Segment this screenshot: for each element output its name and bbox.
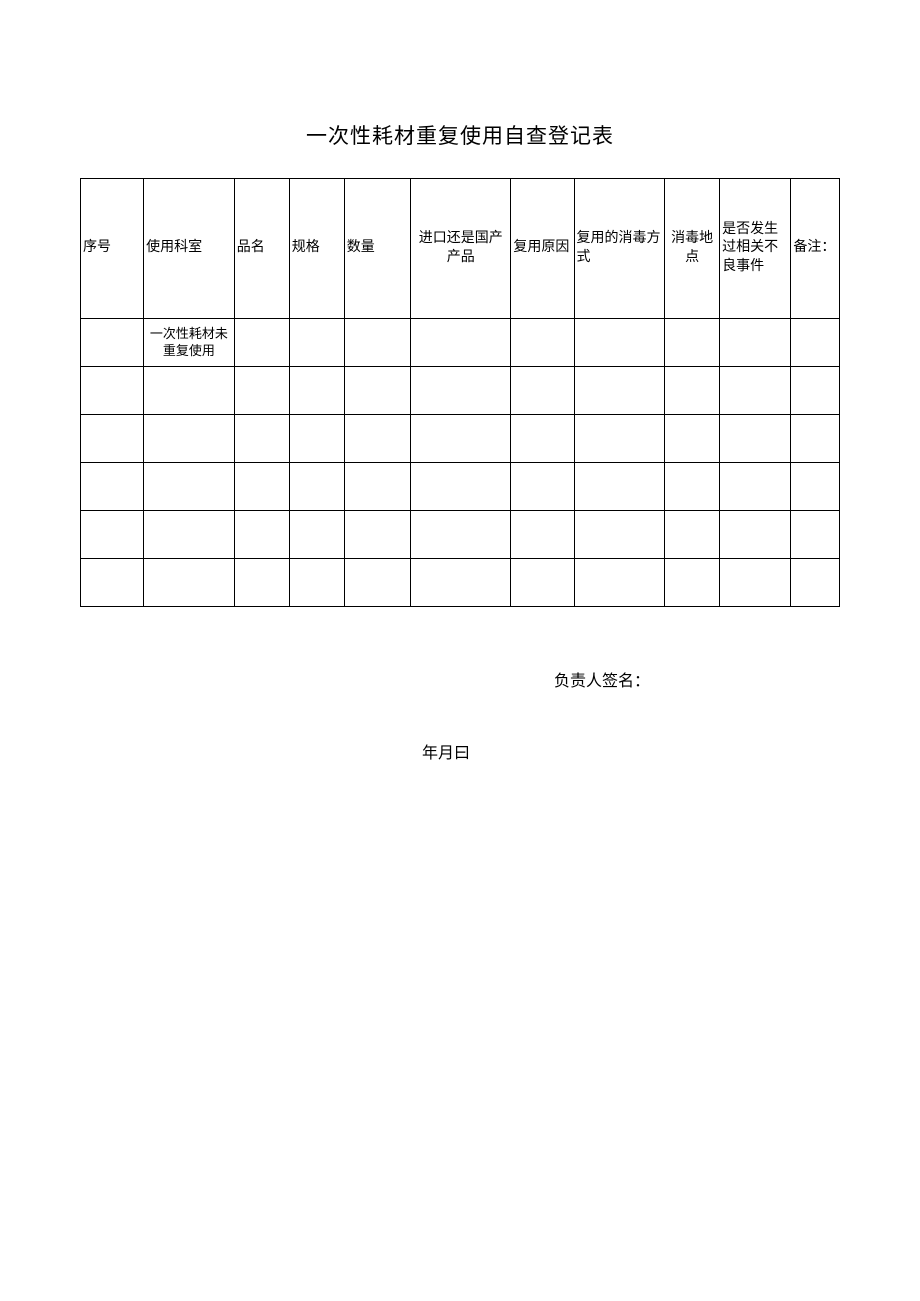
- date-label: 年月曰: [80, 739, 840, 763]
- cell: [574, 319, 665, 367]
- cell: [574, 415, 665, 463]
- cell: [344, 367, 410, 415]
- cell: [511, 511, 574, 559]
- col-header-qty: 数量: [344, 179, 410, 319]
- cell: [411, 559, 511, 607]
- cell: [791, 415, 840, 463]
- cell: [720, 463, 791, 511]
- cell: [411, 511, 511, 559]
- page: 一次性耗材重复使用自查登记表 序号 使用科室 品名 规格 数量 进口还是国产产品…: [0, 0, 920, 763]
- cell: [665, 367, 720, 415]
- cell: [574, 367, 665, 415]
- cell: [511, 415, 574, 463]
- cell: [511, 559, 574, 607]
- col-header-disinfect-place: 消毒地点: [665, 179, 720, 319]
- cell: [791, 463, 840, 511]
- cell: [344, 415, 410, 463]
- cell: [289, 319, 344, 367]
- cell: [144, 511, 235, 559]
- cell: [144, 463, 235, 511]
- cell: [511, 367, 574, 415]
- col-header-adverse-event: 是否发生过相关不良事件: [720, 179, 791, 319]
- cell: [144, 415, 235, 463]
- cell: [234, 367, 289, 415]
- cell: [791, 559, 840, 607]
- cell: [411, 463, 511, 511]
- cell: [665, 511, 720, 559]
- cell: [791, 511, 840, 559]
- cell: [411, 367, 511, 415]
- col-header-origin: 进口还是国产产品: [411, 179, 511, 319]
- cell: [289, 559, 344, 607]
- cell: [411, 415, 511, 463]
- cell: [81, 367, 144, 415]
- cell: [81, 463, 144, 511]
- col-header-reason: 复用原因: [511, 179, 574, 319]
- cell: [81, 319, 144, 367]
- cell: [234, 559, 289, 607]
- cell: [81, 511, 144, 559]
- col-header-spec: 规格: [289, 179, 344, 319]
- cell: [144, 367, 235, 415]
- cell: [289, 367, 344, 415]
- cell: [81, 415, 144, 463]
- cell: [234, 415, 289, 463]
- page-title: 一次性耗材重复使用自查登记表: [80, 120, 840, 150]
- cell: [791, 367, 840, 415]
- col-header-dept: 使用科室: [144, 179, 235, 319]
- cell: [720, 415, 791, 463]
- cell: [574, 559, 665, 607]
- cell: [665, 319, 720, 367]
- cell: [665, 463, 720, 511]
- table-header-row: 序号 使用科室 品名 规格 数量 进口还是国产产品 复用原因 复用的消毒方式 消…: [81, 179, 840, 319]
- register-table: 序号 使用科室 品名 规格 数量 进口还是国产产品 复用原因 复用的消毒方式 消…: [80, 178, 840, 607]
- col-header-seq: 序号: [81, 179, 144, 319]
- cell: [344, 463, 410, 511]
- cell: [511, 319, 574, 367]
- signature-label: 负责人签名：: [80, 667, 840, 691]
- table-row: 一次性耗材未重复使用: [81, 319, 840, 367]
- table-row: [81, 511, 840, 559]
- cell: [511, 463, 574, 511]
- cell: [720, 559, 791, 607]
- cell: 一次性耗材未重复使用: [144, 319, 235, 367]
- cell: [289, 463, 344, 511]
- cell: [144, 559, 235, 607]
- cell: [289, 415, 344, 463]
- table-row: [81, 415, 840, 463]
- cell: [344, 559, 410, 607]
- cell: [720, 511, 791, 559]
- cell: [81, 559, 144, 607]
- cell: [665, 415, 720, 463]
- cell: [720, 319, 791, 367]
- cell: [791, 319, 840, 367]
- cell: [574, 463, 665, 511]
- cell: [234, 319, 289, 367]
- col-header-name: 品名: [234, 179, 289, 319]
- cell: [665, 559, 720, 607]
- cell: [234, 463, 289, 511]
- cell: [344, 319, 410, 367]
- cell: [289, 511, 344, 559]
- cell: [411, 319, 511, 367]
- cell: [720, 367, 791, 415]
- cell: [344, 511, 410, 559]
- table-row: [81, 463, 840, 511]
- table-row: [81, 559, 840, 607]
- cell: [234, 511, 289, 559]
- col-header-remark: 备注：: [791, 179, 840, 319]
- table-row: [81, 367, 840, 415]
- col-header-disinfect-method: 复用的消毒方式: [574, 179, 665, 319]
- cell: [574, 511, 665, 559]
